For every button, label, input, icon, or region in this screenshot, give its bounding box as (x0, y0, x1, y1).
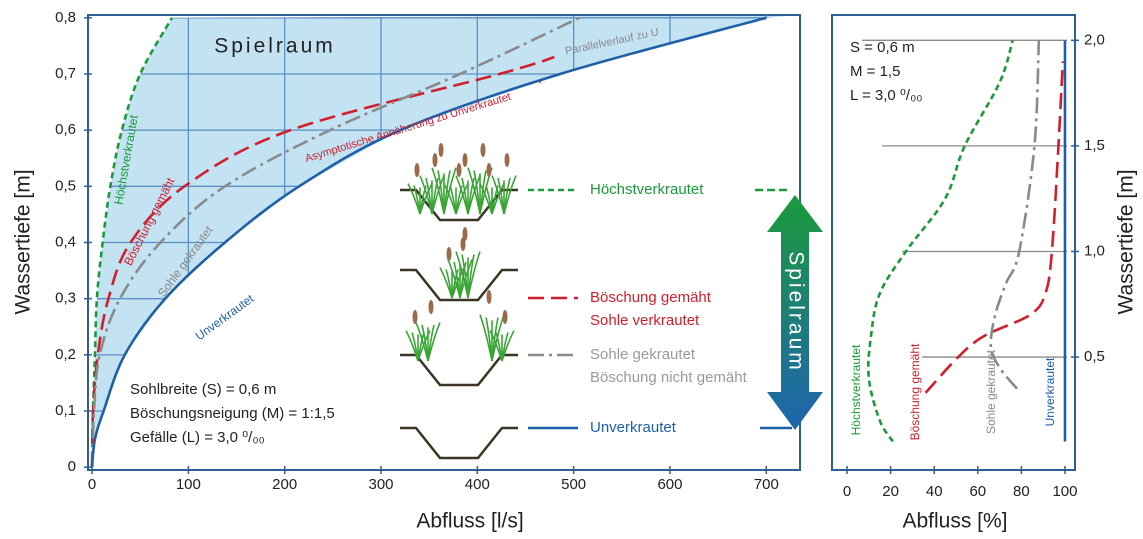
series-label: Unverkrautet (1043, 357, 1057, 426)
y-tick-label: 0,4 (55, 233, 76, 250)
y-tick-label: 0,5 (1084, 348, 1105, 365)
page-body: Spielraum 0 0,1 0,2 0,3 0,4 0,5 0,6 0,7 0,8 0 100 20… (0, 0, 1143, 534)
series-label: Unverkrautet (193, 291, 257, 343)
x-tick-label: 60 (969, 483, 986, 500)
decoration (503, 310, 508, 324)
figure: Spielraum 0 0,1 0,2 0,3 0,4 0,5 0,6 0,7 0,8 0 100 20… (0, 0, 1143, 534)
x-tick-label: 40 (926, 483, 943, 500)
chart-1: 0,5 1,0 1,5 2,0 0 20 40 60 80 100 Abfluss [%] Wasse… (832, 15, 1138, 533)
y-tick-label: 0,6 (55, 121, 76, 138)
decoration (433, 153, 438, 167)
y-axis-title: Wassertiefe [m] (12, 169, 35, 314)
x-tick-label: 300 (368, 476, 393, 493)
legend-label: Unverkrautet (590, 419, 677, 436)
x-tick-label: 500 (561, 476, 586, 493)
y-tick-label: 2,0 (1084, 31, 1105, 48)
parameter-text: M = 1,5 (850, 63, 900, 80)
decoration (487, 290, 492, 304)
y-tick-label: 0,5 (55, 177, 76, 194)
x-axis-title: Abfluss [l/s] (416, 510, 523, 533)
series-label: Sohle gekrautet (984, 349, 998, 434)
decoration (463, 153, 468, 167)
y-axis-title: Wassertiefe [m] (1115, 169, 1138, 314)
x-tick-label: 100 (176, 476, 201, 493)
decoration (481, 143, 486, 157)
series-label: Böschung gemäht (908, 343, 922, 440)
y-tick-label: 0,1 (55, 402, 76, 419)
x-tick-label: 100 (1052, 483, 1077, 500)
y-tick-label: 1,5 (1084, 137, 1105, 154)
parameter-text: L = 3,0 ⁰/₀₀ (850, 87, 923, 104)
series-line (991, 40, 1039, 388)
shade-label: Spielraum (214, 35, 336, 58)
legend-label: Sohle gekrautet (590, 346, 696, 363)
y-tick-label: 0 (68, 458, 76, 475)
y-tick-label: 1,0 (1084, 242, 1105, 259)
x-tick-label: 0 (843, 483, 851, 500)
y-tick-label: 0,3 (55, 290, 76, 307)
decoration (400, 428, 518, 458)
decoration (487, 163, 492, 177)
x-tick-label: 20 (882, 483, 899, 500)
decoration (439, 143, 444, 157)
legend-note: Böschung nicht gemäht (590, 369, 748, 386)
x-tick-label: 700 (754, 476, 779, 493)
legend-label: Höchstverkrautet (590, 181, 704, 198)
decoration (457, 163, 462, 177)
parameter-text: Böschungsneigung (M) = 1:1,5 (130, 405, 335, 422)
legend-label: Böschung gemäht (590, 289, 712, 306)
range-arrow-label: Spielraum (784, 251, 807, 373)
parameter-text: S = 0,6 m (850, 39, 915, 56)
x-tick-label: 0 (88, 476, 96, 493)
x-tick-label: 80 (1013, 483, 1030, 500)
y-tick-label: 0,8 (55, 9, 76, 26)
x-tick-label: 600 (657, 476, 682, 493)
x-axis-title: Abfluss [%] (902, 510, 1007, 533)
decoration (505, 153, 510, 167)
decoration (415, 163, 420, 177)
decoration (463, 227, 468, 241)
series-label: Höchstverkrautet (849, 344, 863, 435)
parameter-text: Gefälle (L) = 3,0 ⁰/₀₀ (130, 429, 265, 446)
series-line (925, 61, 1062, 392)
page: Abfluss und Wassertiefe {"chart_data": [… (0, 0, 1143, 534)
y-tick-label: 0,7 (55, 65, 76, 82)
decoration (429, 300, 434, 314)
decoration (413, 310, 418, 324)
y-tick-label: 0,2 (55, 346, 76, 363)
x-tick-label: 400 (465, 476, 490, 493)
parameter-text: Sohlbreite (S) = 0,6 m (130, 381, 276, 398)
x-tick-label: 200 (272, 476, 297, 493)
decoration (447, 247, 452, 261)
legend-note: Sohle verkrautet (590, 312, 700, 329)
